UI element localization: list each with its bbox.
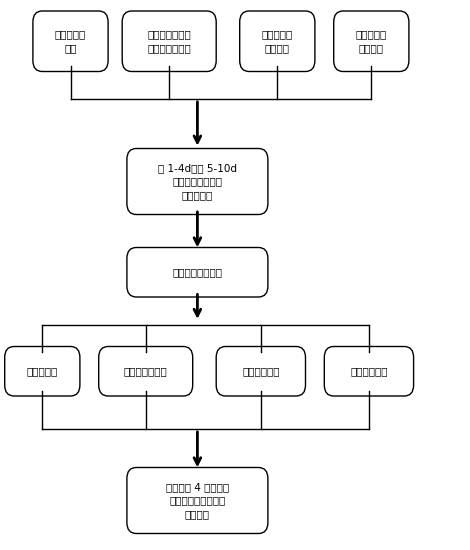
FancyBboxPatch shape: [5, 346, 80, 396]
FancyBboxPatch shape: [33, 11, 108, 72]
Text: 所选菌种的
确定: 所选菌种的 确定: [55, 30, 86, 53]
FancyBboxPatch shape: [99, 346, 193, 396]
Text: 氨基酸的测定: 氨基酸的测定: [350, 366, 388, 376]
FancyBboxPatch shape: [127, 148, 268, 214]
Text: 最佳接种时
间的确定: 最佳接种时 间的确定: [262, 30, 293, 53]
Text: 最佳发酵方
式的确定: 最佳发酵方 式的确定: [356, 30, 387, 53]
Text: 以 1-4d有氧 5-10d
厌氧进行酒糟微生
物固态发酵: 以 1-4d有氧 5-10d 厌氧进行酒糟微生 物固态发酵: [158, 163, 237, 200]
FancyBboxPatch shape: [334, 11, 409, 72]
FancyBboxPatch shape: [127, 248, 268, 297]
Text: 所选菌种是否能
复合添加的确定: 所选菌种是否能 复合添加的确定: [147, 30, 191, 53]
Text: 脂肪酸的测定: 脂肪酸的测定: [242, 366, 280, 376]
FancyBboxPatch shape: [216, 346, 306, 396]
FancyBboxPatch shape: [324, 346, 414, 396]
Text: 常规成分的测定: 常规成分的测定: [124, 366, 168, 376]
FancyBboxPatch shape: [127, 468, 268, 534]
Text: 酶活的测定: 酶活的测定: [27, 366, 58, 376]
FancyBboxPatch shape: [240, 11, 315, 72]
Text: 筛选出以 4 种菌按相
等体积一起添加视为
最佳组合: 筛选出以 4 种菌按相 等体积一起添加视为 最佳组合: [166, 482, 229, 519]
Text: 发酵后成分的测定: 发酵后成分的测定: [172, 267, 222, 277]
FancyBboxPatch shape: [122, 11, 216, 72]
